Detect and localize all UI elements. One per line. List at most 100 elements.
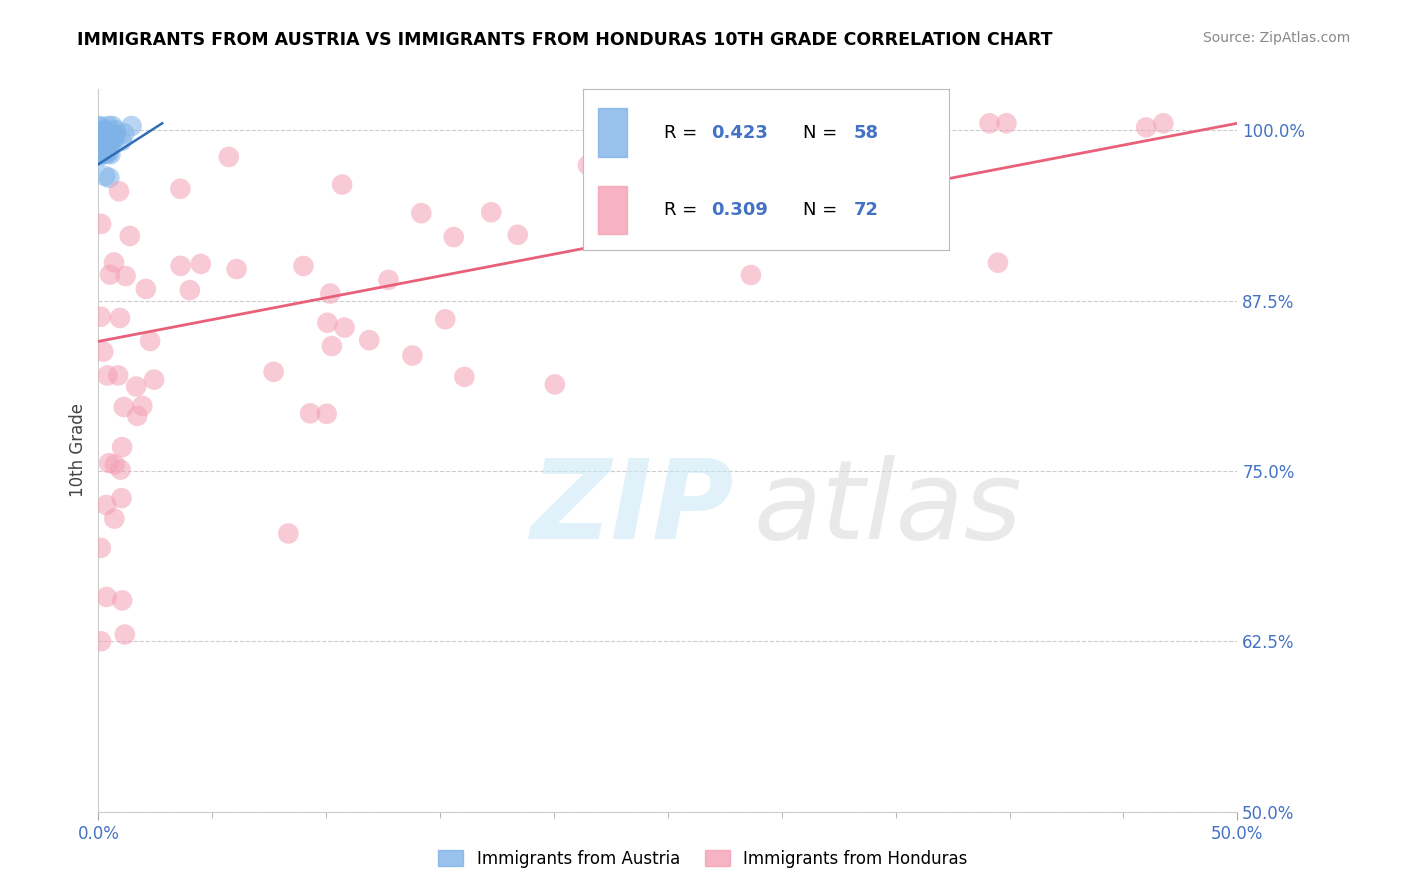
Point	[87, 130, 110, 145]
Point	[104, 123, 127, 137]
Bar	[598, 109, 627, 157]
Text: N =: N =	[803, 124, 842, 142]
Point	[411, 206, 433, 220]
Point	[434, 312, 457, 326]
Point	[576, 158, 599, 172]
Point	[108, 184, 131, 198]
Point	[96, 123, 118, 137]
Point	[127, 409, 149, 423]
Point	[263, 365, 285, 379]
Point	[96, 129, 118, 144]
Point	[218, 150, 240, 164]
Point	[330, 178, 353, 192]
Point	[110, 462, 132, 476]
Point	[225, 262, 247, 277]
Point	[87, 124, 110, 138]
Point	[89, 120, 111, 134]
Point	[104, 128, 127, 142]
Text: R =: R =	[664, 201, 703, 219]
Point	[104, 128, 127, 142]
Point	[506, 227, 529, 242]
Text: IMMIGRANTS FROM AUSTRIA VS IMMIGRANTS FROM HONDURAS 10TH GRADE CORRELATION CHART: IMMIGRANTS FROM AUSTRIA VS IMMIGRANTS FR…	[77, 31, 1053, 49]
Point	[921, 228, 943, 243]
Point	[114, 627, 136, 641]
Point	[89, 130, 111, 145]
Point	[93, 144, 115, 158]
Point	[96, 146, 118, 161]
Point	[91, 344, 114, 359]
Point	[401, 349, 423, 363]
Point	[108, 310, 131, 325]
Point	[277, 526, 299, 541]
Point	[479, 205, 502, 219]
Point	[89, 132, 111, 146]
Point	[97, 119, 120, 133]
Point	[112, 127, 135, 141]
Point	[139, 334, 162, 348]
Point	[110, 491, 132, 505]
Point	[111, 593, 134, 607]
Point	[100, 147, 122, 161]
Point	[118, 229, 141, 244]
Point	[359, 333, 381, 347]
Point	[91, 141, 114, 155]
Legend: Immigrants from Austria, Immigrants from Honduras: Immigrants from Austria, Immigrants from…	[432, 844, 974, 875]
Point	[91, 126, 114, 140]
Point	[94, 145, 117, 159]
Point	[190, 257, 212, 271]
Point	[89, 139, 111, 153]
Point	[135, 282, 157, 296]
Point	[90, 217, 112, 231]
Point	[96, 498, 118, 512]
Text: 58: 58	[853, 124, 879, 142]
Point	[87, 150, 110, 164]
Point	[544, 377, 567, 392]
Point	[93, 145, 115, 159]
Point	[101, 129, 124, 144]
Point	[90, 136, 112, 150]
Point	[100, 134, 122, 148]
Point	[169, 259, 191, 273]
Point	[740, 268, 762, 282]
Point	[321, 339, 343, 353]
Point	[104, 458, 127, 472]
Point	[94, 145, 117, 160]
Point	[979, 116, 1001, 130]
Point	[90, 136, 112, 151]
Text: ZIP: ZIP	[531, 455, 735, 562]
Point	[96, 368, 118, 383]
Point	[121, 119, 143, 133]
Point	[131, 399, 153, 413]
Text: Source: ZipAtlas.com: Source: ZipAtlas.com	[1202, 31, 1350, 45]
Point	[995, 116, 1018, 130]
Point	[93, 130, 115, 145]
Point	[98, 170, 121, 185]
Point	[602, 163, 624, 178]
Point	[90, 136, 112, 150]
Point	[987, 255, 1010, 269]
Point	[98, 268, 121, 282]
Point	[87, 130, 110, 145]
Point	[877, 136, 900, 151]
Point	[103, 132, 125, 146]
Point	[94, 169, 117, 183]
Point	[87, 143, 110, 157]
Point	[90, 145, 112, 160]
Point	[89, 143, 111, 157]
Text: 0.423: 0.423	[711, 124, 768, 142]
Point	[316, 316, 339, 330]
Point	[90, 541, 112, 555]
Point	[91, 145, 114, 160]
Point	[319, 286, 342, 301]
Point	[93, 143, 115, 157]
Point	[453, 370, 475, 384]
Point	[91, 124, 114, 138]
Point	[89, 136, 111, 151]
Point	[96, 124, 118, 138]
Point	[179, 283, 201, 297]
Point	[87, 144, 110, 158]
Text: 0.309: 0.309	[711, 201, 768, 219]
Point	[333, 320, 356, 334]
Point	[90, 310, 112, 324]
Point	[91, 147, 114, 161]
